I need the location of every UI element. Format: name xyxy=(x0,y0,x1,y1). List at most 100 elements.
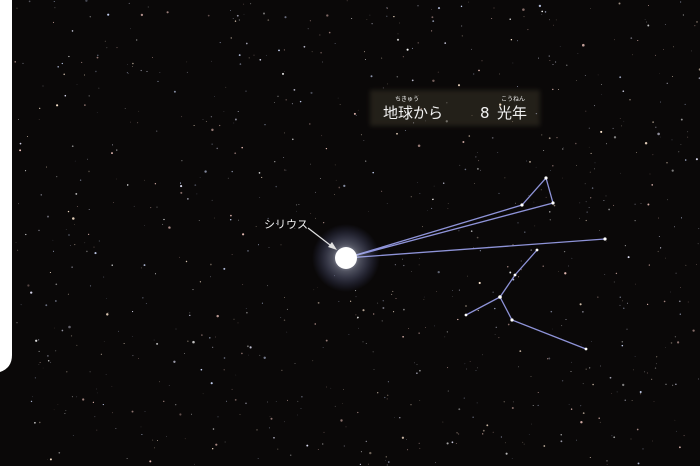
star xyxy=(609,376,612,379)
star xyxy=(212,346,214,348)
star xyxy=(268,246,270,248)
star xyxy=(115,428,117,429)
star xyxy=(233,122,235,124)
star xyxy=(96,429,98,431)
star xyxy=(71,30,74,32)
star xyxy=(284,421,285,423)
star xyxy=(698,228,700,230)
star xyxy=(314,323,316,325)
star xyxy=(460,5,463,8)
star xyxy=(456,432,457,434)
star xyxy=(273,437,275,439)
star xyxy=(269,416,271,418)
star xyxy=(674,336,677,338)
star xyxy=(568,404,570,405)
star xyxy=(360,451,362,453)
star xyxy=(25,170,27,172)
star xyxy=(580,343,582,345)
star xyxy=(382,300,384,302)
star xyxy=(386,15,388,17)
star xyxy=(55,300,57,302)
star xyxy=(126,457,128,460)
star xyxy=(253,54,255,56)
star xyxy=(66,371,68,373)
star xyxy=(32,396,33,398)
star xyxy=(437,7,441,10)
star xyxy=(455,442,457,444)
star xyxy=(552,328,554,330)
star xyxy=(103,276,105,278)
star xyxy=(575,142,577,145)
star xyxy=(283,156,285,159)
star xyxy=(71,266,73,268)
star xyxy=(301,395,303,398)
star xyxy=(92,401,94,403)
star xyxy=(241,233,245,236)
star xyxy=(364,51,365,53)
star xyxy=(17,249,19,251)
star xyxy=(444,336,446,338)
star xyxy=(163,400,165,402)
star xyxy=(471,48,472,50)
star xyxy=(386,203,388,204)
star xyxy=(16,322,18,324)
star xyxy=(636,152,638,154)
star xyxy=(396,38,400,41)
star xyxy=(629,99,631,101)
star xyxy=(462,141,465,143)
star xyxy=(594,162,596,164)
star xyxy=(267,19,270,21)
star xyxy=(227,177,229,179)
star xyxy=(558,89,560,91)
star xyxy=(558,270,559,272)
star xyxy=(187,198,189,200)
star xyxy=(307,28,309,30)
star xyxy=(402,336,404,338)
star xyxy=(494,334,496,335)
star xyxy=(175,328,177,330)
star xyxy=(231,388,233,390)
star xyxy=(399,22,401,24)
star xyxy=(677,341,680,344)
star xyxy=(553,204,556,207)
star xyxy=(102,404,104,406)
star xyxy=(261,302,263,304)
star xyxy=(216,147,218,150)
star xyxy=(548,137,551,140)
star xyxy=(442,182,445,184)
star xyxy=(309,20,311,22)
star xyxy=(345,426,347,428)
star xyxy=(419,257,421,259)
star xyxy=(544,11,547,13)
star xyxy=(634,203,636,205)
star xyxy=(623,120,625,122)
star xyxy=(606,143,607,145)
star xyxy=(357,316,359,319)
star xyxy=(335,179,337,181)
constellation-stars xyxy=(464,176,607,351)
star xyxy=(493,7,495,9)
star xyxy=(465,305,467,307)
star xyxy=(223,369,225,371)
star xyxy=(523,16,525,18)
star xyxy=(284,16,287,19)
star xyxy=(543,149,545,152)
star xyxy=(98,87,100,89)
star xyxy=(82,398,85,401)
star xyxy=(404,129,406,131)
star xyxy=(416,364,418,365)
star xyxy=(447,208,449,209)
star xyxy=(168,384,170,386)
star xyxy=(538,4,542,8)
star xyxy=(322,347,324,349)
star xyxy=(495,326,497,328)
star xyxy=(141,433,143,436)
star xyxy=(520,260,522,262)
star xyxy=(687,301,689,303)
star xyxy=(601,94,602,95)
star xyxy=(408,328,410,329)
star xyxy=(562,148,564,150)
star xyxy=(382,87,384,89)
label-arrow xyxy=(307,227,335,249)
star xyxy=(184,353,185,354)
